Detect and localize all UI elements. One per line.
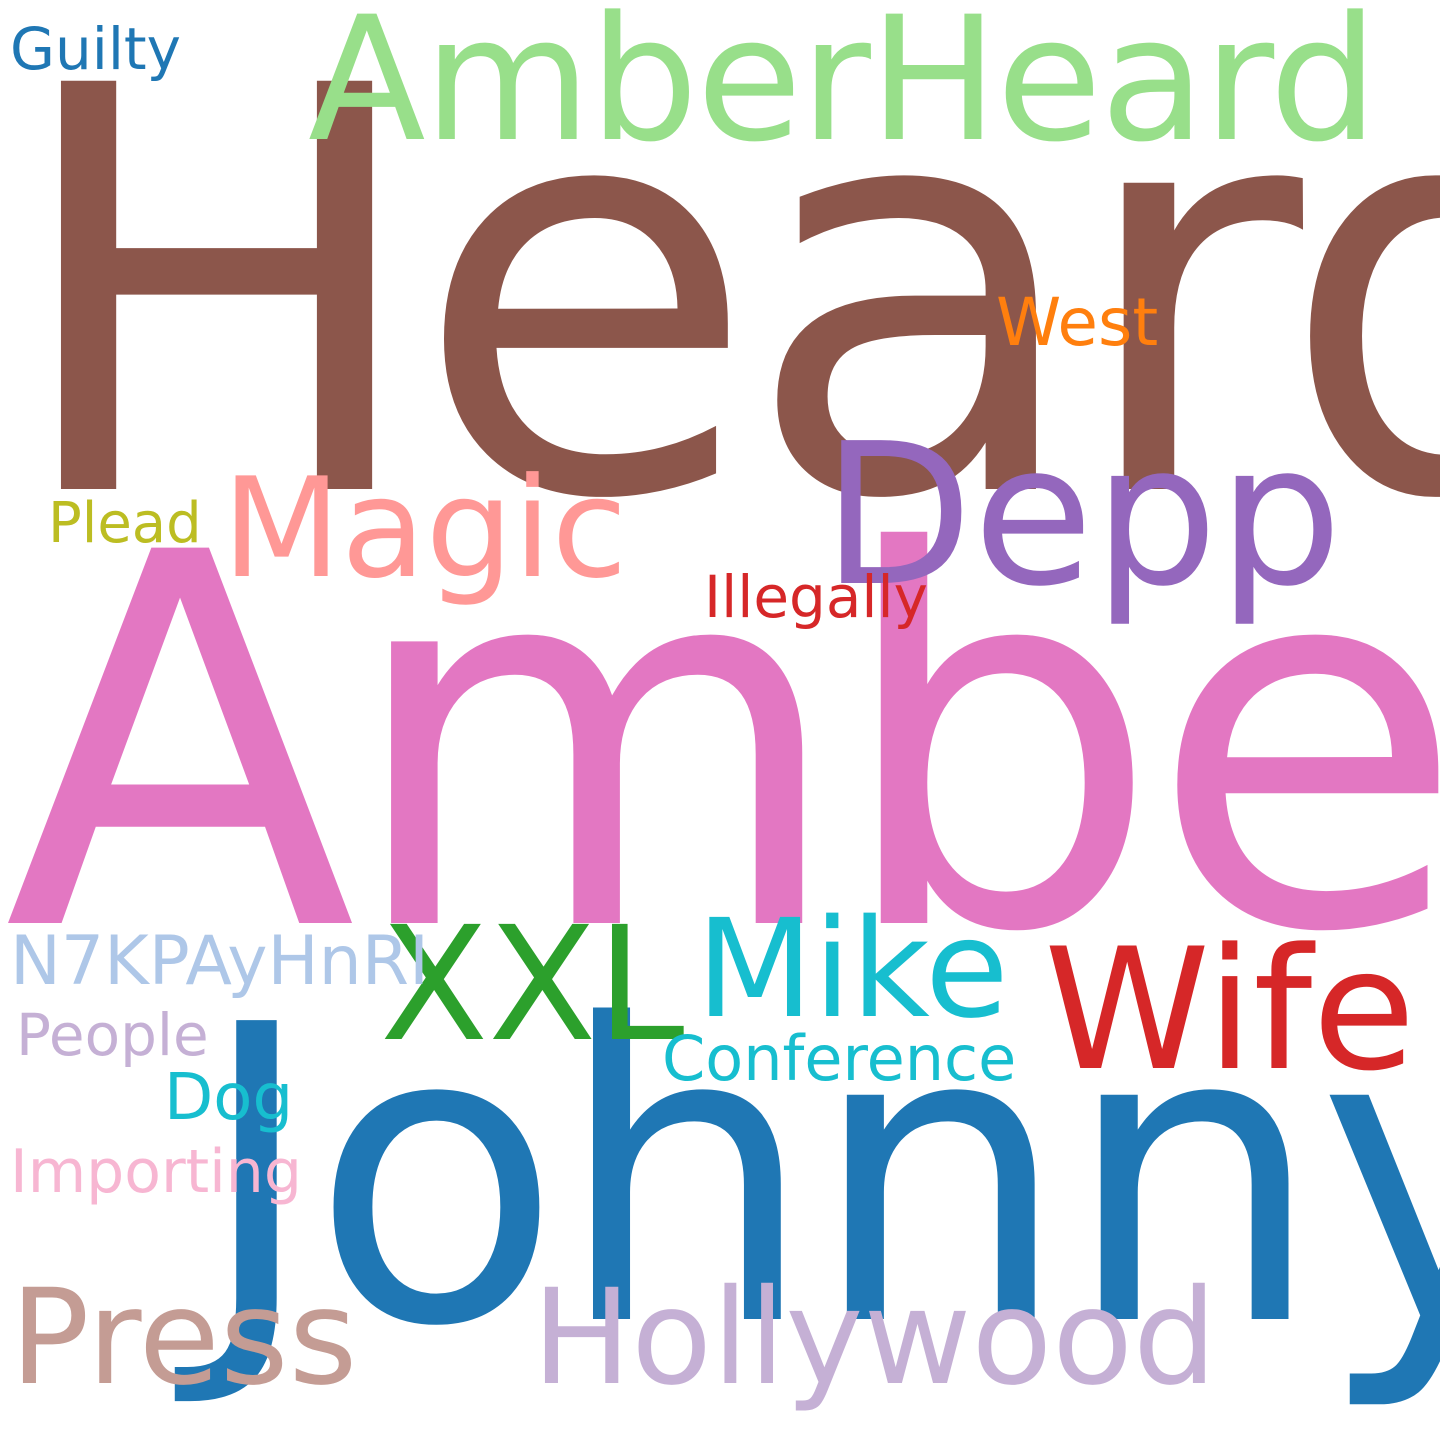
word-dog: Dog — [164, 1061, 294, 1135]
word-guilty: Guilty — [10, 15, 181, 83]
word-wife: Wife — [1044, 912, 1416, 1108]
word-people: People — [16, 1001, 209, 1069]
word-n7kpayhnri: N7KPAyHnRI — [10, 922, 430, 1001]
word-hollywood: Hollywood — [532, 1261, 1217, 1415]
word-plead: Plead — [48, 491, 202, 556]
word-amber: Amber — [4, 446, 1440, 1045]
word-magic: Magic — [222, 448, 628, 609]
word-conference: Conference — [662, 1022, 1017, 1095]
word-west: West — [996, 284, 1159, 361]
word-importing: Importing — [10, 1137, 302, 1207]
word-amberheard: AmberHeard — [308, 0, 1378, 180]
word-mike: Mike — [696, 891, 1009, 1049]
word-johnny: Johnny — [196, 938, 1440, 1416]
word-xxl: XXL — [380, 893, 685, 1077]
word-depp: Depp — [822, 402, 1343, 630]
word-heard: Heard — [6, 0, 1440, 622]
word-press: Press — [10, 1261, 358, 1415]
word-illegally: Illegally — [704, 563, 928, 631]
